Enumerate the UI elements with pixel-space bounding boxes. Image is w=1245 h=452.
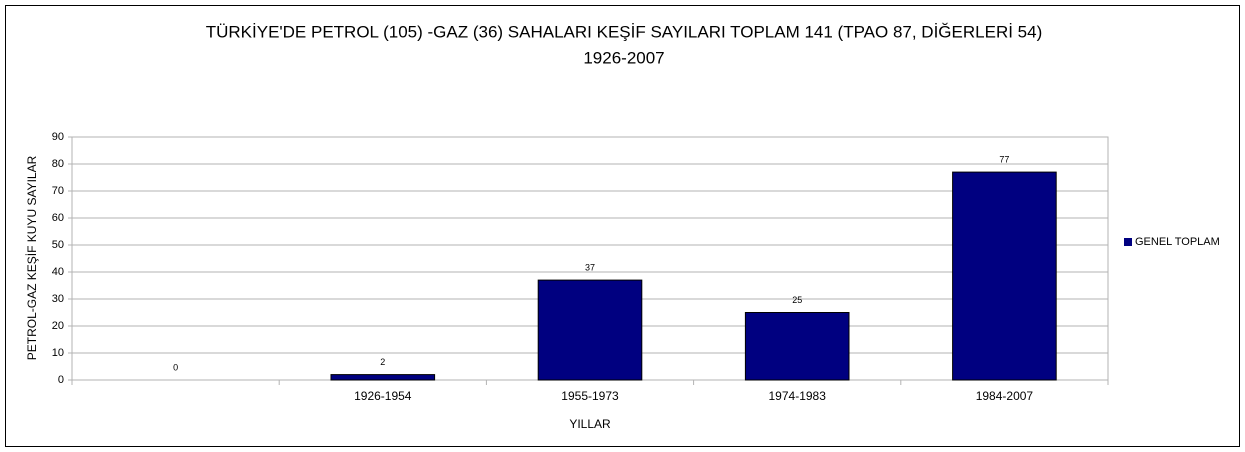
x-tick-label: 1926-1954	[354, 389, 412, 403]
bar	[952, 171, 1057, 381]
y-axis-label: PETROL-GAZ KEŞİF KUYU SAYILAR	[25, 155, 39, 360]
y-tick-label: 90	[52, 131, 64, 143]
y-tick-label: 80	[52, 158, 64, 170]
y-tick-label: 60	[52, 212, 64, 224]
x-axis-label: YILLAR	[569, 417, 611, 431]
data-label: 0	[173, 362, 178, 372]
bar	[330, 374, 436, 381]
y-tick-label: 50	[52, 239, 64, 251]
x-tick-label: 1984-2007	[976, 389, 1034, 403]
x-tick-label: 1974-1983	[769, 389, 827, 403]
y-tick-label: 40	[52, 266, 64, 278]
y-tick-label: 30	[52, 293, 64, 305]
chart-title: TÜRKİYE'DE PETROL (105) -GAZ (36) SAHALA…	[206, 22, 1043, 41]
y-tick-label: 20	[52, 320, 64, 332]
y-tick-label: 70	[52, 185, 64, 197]
data-label: 2	[380, 357, 385, 367]
data-label: 77	[999, 154, 1009, 164]
legend-label: GENEL TOPLAM	[1135, 236, 1220, 248]
y-tick-label: 10	[52, 347, 64, 359]
legend-swatch	[1124, 238, 1132, 246]
data-label: 25	[792, 295, 802, 305]
bar	[744, 312, 850, 381]
data-label: 37	[585, 262, 595, 272]
chart-subtitle: 1926-2007	[583, 48, 664, 67]
x-tick-label: 1955-1973	[561, 389, 619, 403]
bar	[537, 279, 643, 381]
y-tick-label: 0	[58, 374, 64, 386]
